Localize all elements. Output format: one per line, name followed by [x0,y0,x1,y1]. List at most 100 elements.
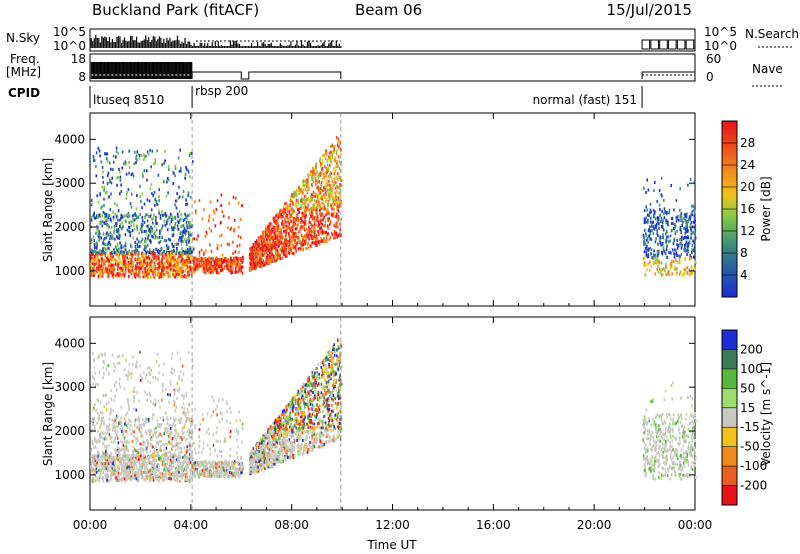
range-gate-cell [283,242,286,246]
range-gate-cell [168,400,170,404]
range-gate-cell [110,264,112,268]
range-gate-cell [693,241,695,245]
range-gate-cell [146,224,148,228]
range-gate-cell [262,245,265,249]
range-gate-cell [121,166,123,170]
range-gate-cell [97,251,100,255]
range-gate-cell [103,262,105,266]
range-gate-cell [108,271,111,275]
range-gate-cell [158,188,160,192]
range-gate-cell [205,249,207,253]
range-gate-cell [114,394,117,398]
range-gate-cell [315,234,318,238]
range-gate-cell [150,213,152,217]
range-gate-cell [172,234,174,238]
range-gate-cell [217,264,220,268]
range-gate-cell [103,461,106,465]
range-gate-cell [299,241,301,245]
range-gate-cell [127,250,130,254]
range-gate-cell [113,230,115,234]
range-gate-cell [191,269,194,273]
range-gate-cell [275,243,278,247]
range-gate-cell [286,220,289,224]
range-tick-label: 3000 [54,176,85,190]
range-gate-cell [123,417,125,421]
range-gate-cell [250,268,252,272]
range-gate-cell [227,258,229,262]
range-gate-cell [120,244,122,248]
range-gate-cell [135,154,138,158]
range-gate-cell [339,228,342,232]
range-gate-cell [648,268,651,272]
range-gate-cell [180,169,182,173]
range-gate-cell [186,265,189,269]
range-gate-cell [663,207,666,211]
range-gate-cell [164,223,167,227]
range-gate-cell [647,253,650,257]
range-gate-cell [133,213,135,217]
range-gate-cell [655,225,657,229]
range-gate-cell [233,257,236,260]
range-gate-cell [178,195,181,199]
range-gate-cell [114,425,116,429]
range-gate-cell [176,388,179,392]
range-gate-cell [321,158,324,162]
range-gate-cell [222,214,225,218]
range-gate-cell [97,429,99,433]
range-gate-cell [163,268,165,272]
range-gate-cell [198,254,201,258]
range-gate-cell [323,153,325,157]
range-gate-cell [155,247,157,251]
range-gate-cell [321,232,324,235]
range-gate-cell [230,256,232,260]
range-gate-cell [279,213,282,217]
range-gate-cell [253,248,256,252]
range-gate-cell [116,244,119,247]
range-gate-cell [115,414,118,418]
range-gate-cell [134,267,136,271]
range-gate-cell [688,240,691,244]
range-gate-cell [157,377,159,381]
range-gate-cell [177,262,180,265]
range-gate-cell [176,275,179,278]
range-gate-cell [686,212,688,216]
range-gate-cell [289,204,291,207]
range-gate-cell [108,240,111,244]
range-gate-cell [156,478,158,482]
range-gate-cell [181,253,183,257]
range-gate-cell [153,271,155,275]
freq-right-tick-bottom: 0 [706,70,714,84]
range-gate-cell [204,261,207,265]
range-gate-cell [340,152,342,156]
range-gate-cell [303,197,305,201]
range-gate-cell [317,220,320,224]
range-gate-cell [134,240,137,244]
range-gate-cell [279,248,282,251]
range-gate-cell [264,261,266,265]
range-gate-cell [124,233,127,237]
range-gate-cell [117,260,119,264]
range-gate-cell [102,272,105,276]
range-gate-cell [181,224,183,228]
range-gate-cell [180,266,183,270]
range-gate-cell [117,262,119,266]
range-gate-cell [101,205,103,209]
range-gate-cell [115,155,117,159]
range-gate-cell [179,250,181,254]
range-gate-cell [240,263,242,267]
range-gate-cell [150,260,153,264]
range-gate-cell [174,222,177,226]
range-gate-cell [317,194,320,198]
range-gate-cell [684,243,686,247]
range-gate-cell [337,137,340,141]
range-gate-cell [182,269,185,273]
range-gate-cell [135,449,137,453]
range-gate-cell [675,249,677,253]
range-gate-cell [328,211,331,215]
range-gate-cell [118,447,121,451]
range-gate-cell [236,262,239,266]
range-gate-cell [300,199,302,203]
range-gate-cell [241,260,243,264]
range-gate-cell [248,255,251,259]
range-gate-cell [194,269,196,273]
